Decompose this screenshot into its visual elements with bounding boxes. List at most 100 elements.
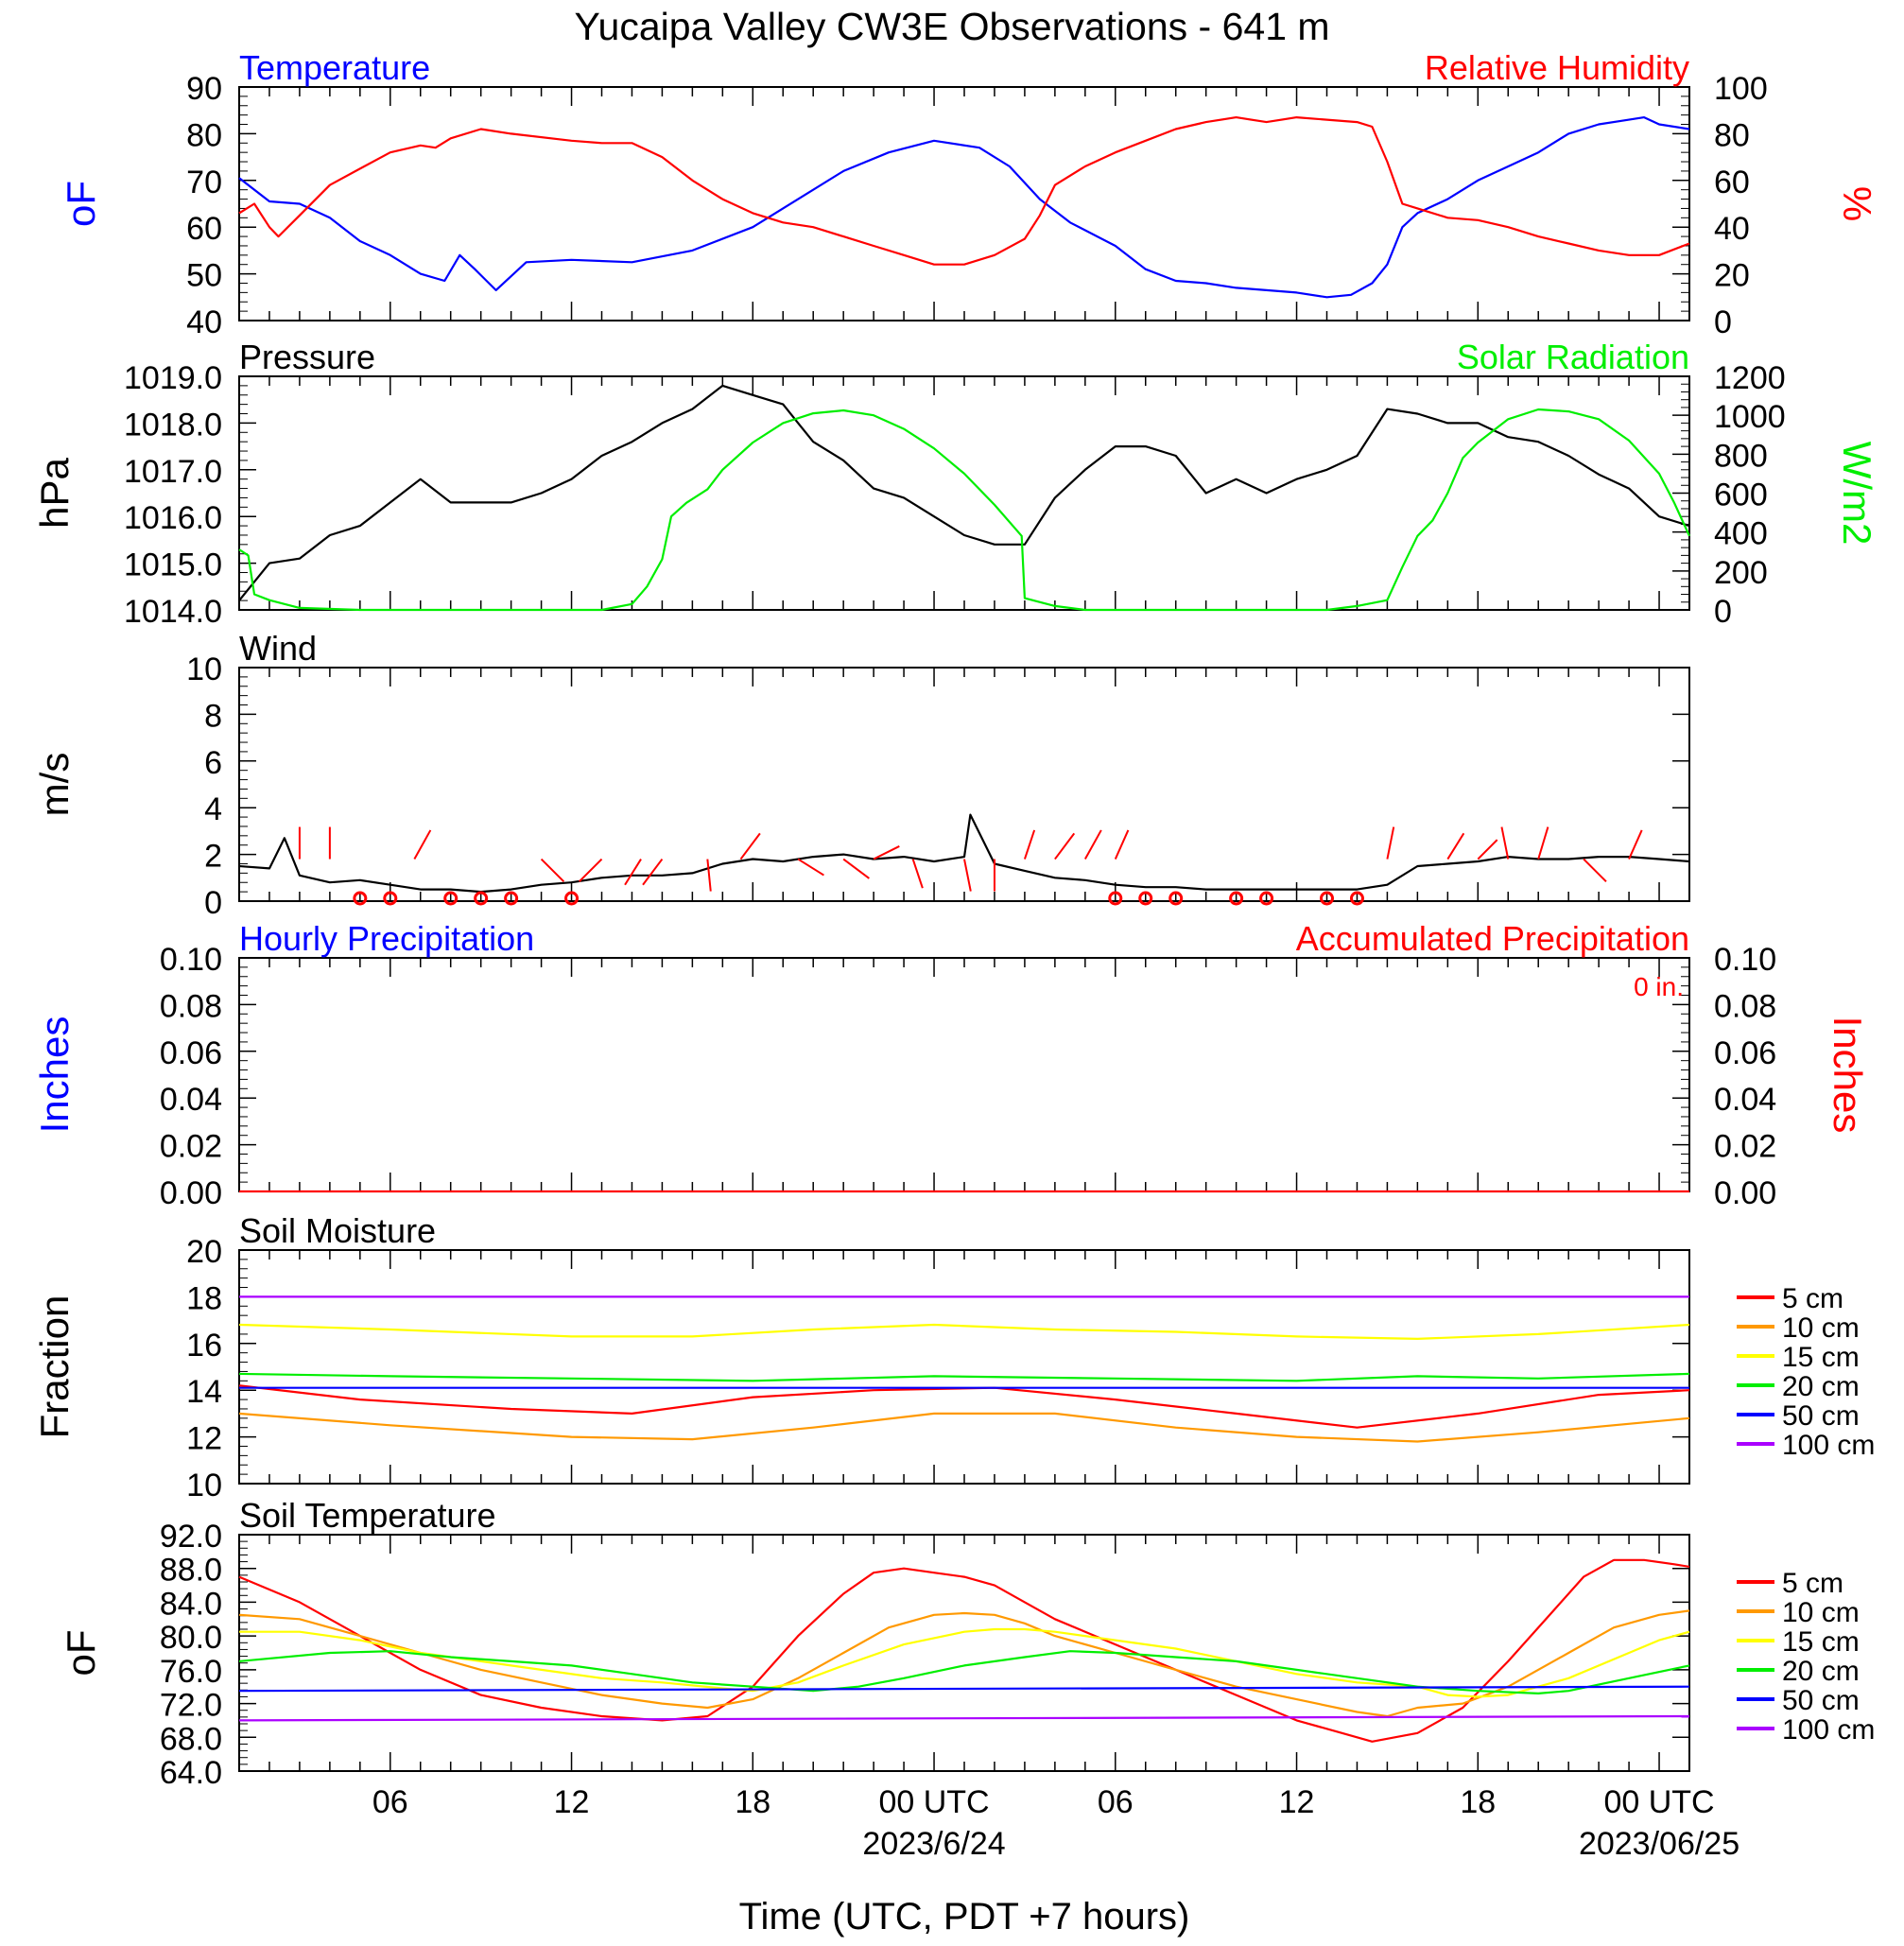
series-line-left — [238, 384, 1690, 601]
calm-wind-marker — [564, 891, 580, 906]
plot-frame — [238, 957, 1690, 1192]
right-y-tick-label: 200 — [1714, 555, 1768, 591]
wind-barb — [706, 859, 712, 892]
wind-barb — [1628, 829, 1643, 860]
left-units-label: oF — [59, 181, 103, 227]
panel-left-title: Soil Temperature — [239, 1496, 495, 1535]
x-date-label: 2023/6/24 — [862, 1826, 1005, 1862]
left-y-tick-label: 1019.0 — [124, 360, 222, 396]
left-y-tick-label: 6 — [204, 745, 222, 781]
wind-barb — [624, 859, 642, 886]
left-y-tick-label: 8 — [204, 698, 222, 734]
left-y-tick-label: 68.0 — [160, 1721, 222, 1757]
left-y-tick-label: 0.02 — [160, 1129, 222, 1165]
calm-wind-marker — [1259, 891, 1274, 906]
right-y-tick-label: 0.04 — [1714, 1082, 1776, 1118]
legend-label: 50 cm — [1782, 1685, 1860, 1716]
x-axis-label: Time (UTC, PDT +7 hours) — [739, 1896, 1190, 1937]
left-y-tick-label: 88.0 — [160, 1553, 222, 1589]
right-y-tick-label: 40 — [1714, 211, 1750, 247]
left-y-tick-label: 60 — [186, 211, 222, 247]
x-date-label: 2023/06/25 — [1579, 1826, 1740, 1862]
left-y-tick-label: 72.0 — [160, 1688, 222, 1724]
plot-frame — [238, 1249, 1690, 1485]
wind-barb — [873, 845, 900, 860]
left-units-label: Inches — [32, 1016, 77, 1134]
left-y-tick-label: 10 — [186, 652, 222, 687]
wind-barb — [1023, 829, 1036, 860]
panel-wind: 10 8 6 4 2 0 Wind m/s — [32, 629, 1690, 921]
legend-label: 20 cm — [1782, 1656, 1860, 1687]
legend-label: 15 cm — [1782, 1342, 1860, 1373]
panel-left-title: Hourly Precipitation — [239, 919, 534, 958]
left-units-label: m/s — [32, 753, 77, 817]
x-tick-label: 12 — [554, 1784, 590, 1820]
panel-right-title: Solar Radiation — [1457, 338, 1689, 376]
series-line-right — [238, 116, 1690, 266]
right-y-tick-label: 100 — [1714, 71, 1768, 107]
left-y-tick-label: 12 — [186, 1421, 222, 1457]
legend-label: 100 cm — [1782, 1430, 1875, 1461]
series-line-15-cm — [239, 1627, 1690, 1698]
x-tick-label: 12 — [1279, 1784, 1315, 1820]
right-y-tick-label: 1200 — [1714, 360, 1786, 396]
left-y-tick-label: 80 — [186, 117, 222, 153]
panel-left-title: Temperature — [239, 48, 430, 87]
left-y-tick-label: 84.0 — [160, 1586, 222, 1622]
left-y-tick-label: 1015.0 — [124, 547, 222, 583]
left-y-tick-label: 0.06 — [160, 1035, 222, 1071]
panel-pressure-solar: 1019.0 1018.0 1017.0 1016.0 1015.0 1014.0 1200… — [32, 338, 1879, 630]
calm-wind-marker — [1168, 891, 1184, 906]
left-units-label: oF — [59, 1629, 103, 1676]
series-line-100-cm — [238, 1714, 1690, 1722]
x-axis: 06 12 18 00 UTC 06 12 18 00 UTC 2023/6/24 2023/06… — [372, 1784, 1740, 1862]
plot-frame — [238, 1534, 1690, 1772]
left-y-tick-label: 64.0 — [160, 1755, 222, 1791]
left-y-tick-label: 2 — [204, 839, 222, 875]
legend-label: 5 cm — [1782, 1568, 1843, 1599]
left-units-label: Fraction — [32, 1295, 77, 1439]
left-y-tick-label: 0.08 — [160, 988, 222, 1024]
wind-barb — [739, 832, 761, 860]
right-units-label: Inches — [1826, 1016, 1870, 1134]
right-y-tick-label: 600 — [1714, 478, 1768, 513]
wind-barb — [1386, 826, 1395, 860]
panel-soil-temperature: 92.088.084.080.076.072.068.064.0 Soil Tem… — [59, 1496, 1875, 1791]
panel-precipitation: 0.10 0.08 0.06 0.04 0.02 0.00 0.10 0.08 0.06 0.04… — [32, 919, 1870, 1211]
calm-wind-marker — [383, 891, 398, 906]
wind-barb — [842, 858, 870, 879]
left-y-tick-label: 0.10 — [160, 942, 222, 978]
series-line-50-cm — [238, 1685, 1690, 1693]
x-tick-label: 06 — [1098, 1784, 1134, 1820]
left-y-tick-label: 50 — [186, 258, 222, 294]
wind-barb — [797, 858, 824, 877]
calm-wind-marker — [353, 891, 368, 906]
x-tick-label: 06 — [372, 1784, 408, 1820]
calm-wind-marker — [1138, 891, 1153, 906]
series-line-20-cm — [238, 1650, 1690, 1694]
wind-barb — [1083, 829, 1102, 860]
wind-barb — [1054, 832, 1076, 860]
x-tick-label: 00 UTC — [1603, 1784, 1714, 1820]
calm-wind-marker — [1349, 891, 1364, 906]
left-y-tick-label: 14 — [186, 1374, 222, 1410]
series-line-5-cm — [238, 1384, 1690, 1429]
series-line-right — [238, 408, 1691, 612]
panel-left-title: Soil Moisture — [239, 1211, 436, 1250]
series-line-15-cm — [238, 1323, 1690, 1340]
left-y-tick-label: 1016.0 — [124, 500, 222, 536]
left-y-tick-label: 10 — [186, 1468, 222, 1503]
right-units-label: W/m2 — [1835, 442, 1879, 546]
wind-barb — [911, 859, 924, 889]
wind-barb — [540, 858, 565, 883]
left-y-tick-label: 1017.0 — [124, 454, 222, 490]
calm-wind-marker — [474, 891, 489, 906]
legend-label: 15 cm — [1782, 1626, 1860, 1658]
plot-frame — [238, 667, 1690, 902]
left-y-tick-label: 80.0 — [160, 1620, 222, 1656]
calm-wind-marker — [443, 891, 459, 906]
series-line-left — [238, 116, 1690, 299]
x-tick-label: 18 — [735, 1784, 770, 1820]
panel-right-title: Relative Humidity — [1425, 48, 1689, 87]
